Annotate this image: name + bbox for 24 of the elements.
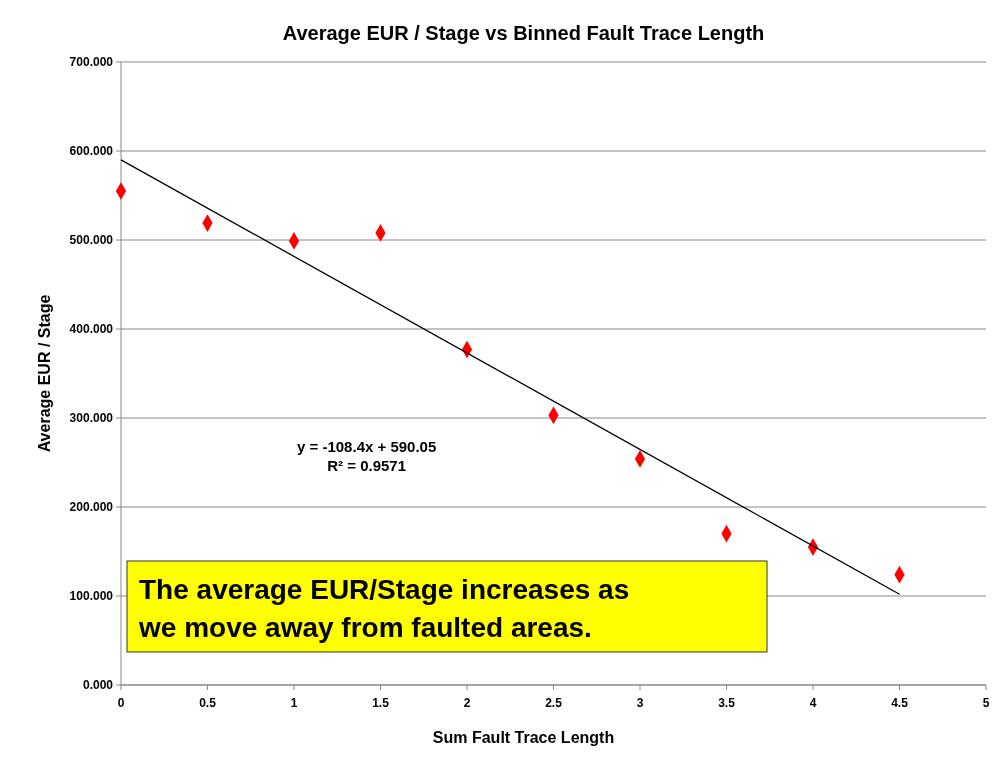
y-tick-label: 600.000 (69, 144, 114, 159)
x-tick-label: 5 (982, 696, 990, 710)
x-tick-label: 2.5 (545, 696, 563, 710)
x-tick-label: 2 (463, 696, 471, 710)
y-tick-label: 700.000 (69, 55, 114, 70)
x-axis-title: Sum Fault Trace Length (432, 729, 615, 746)
x-tick-label: 3 (636, 696, 644, 710)
x-tick-label: 4.5 (891, 696, 909, 710)
y-tick-label: 0.000 (82, 678, 114, 693)
x-tick-label: 4 (809, 696, 817, 710)
x-tick-label: 3.5 (718, 696, 736, 710)
y-axis-title: Average EUR / Stage (36, 294, 53, 453)
annotation: The average EUR/Stage increases as we move away from faulted areas. (138, 574, 630, 643)
annotation: y = -108.4x + 590.05 R² = 0.9571 (297, 437, 437, 474)
y-tick-label: 400.000 (69, 322, 114, 337)
y-tick-label: 100.000 (69, 589, 114, 604)
x-tick-label: 0.5 (199, 696, 217, 710)
y-tick-label: 200.000 (69, 500, 114, 515)
x-tick-label: 1.5 (372, 696, 390, 710)
y-tick-label: 500.000 (69, 233, 114, 248)
x-tick-label: 0 (117, 696, 125, 710)
x-tick-label: 1 (290, 696, 298, 710)
y-tick-label: 300.000 (69, 411, 114, 426)
chart-title: Average EUR / Stage vs Binned Fault Trace Length (282, 22, 765, 44)
